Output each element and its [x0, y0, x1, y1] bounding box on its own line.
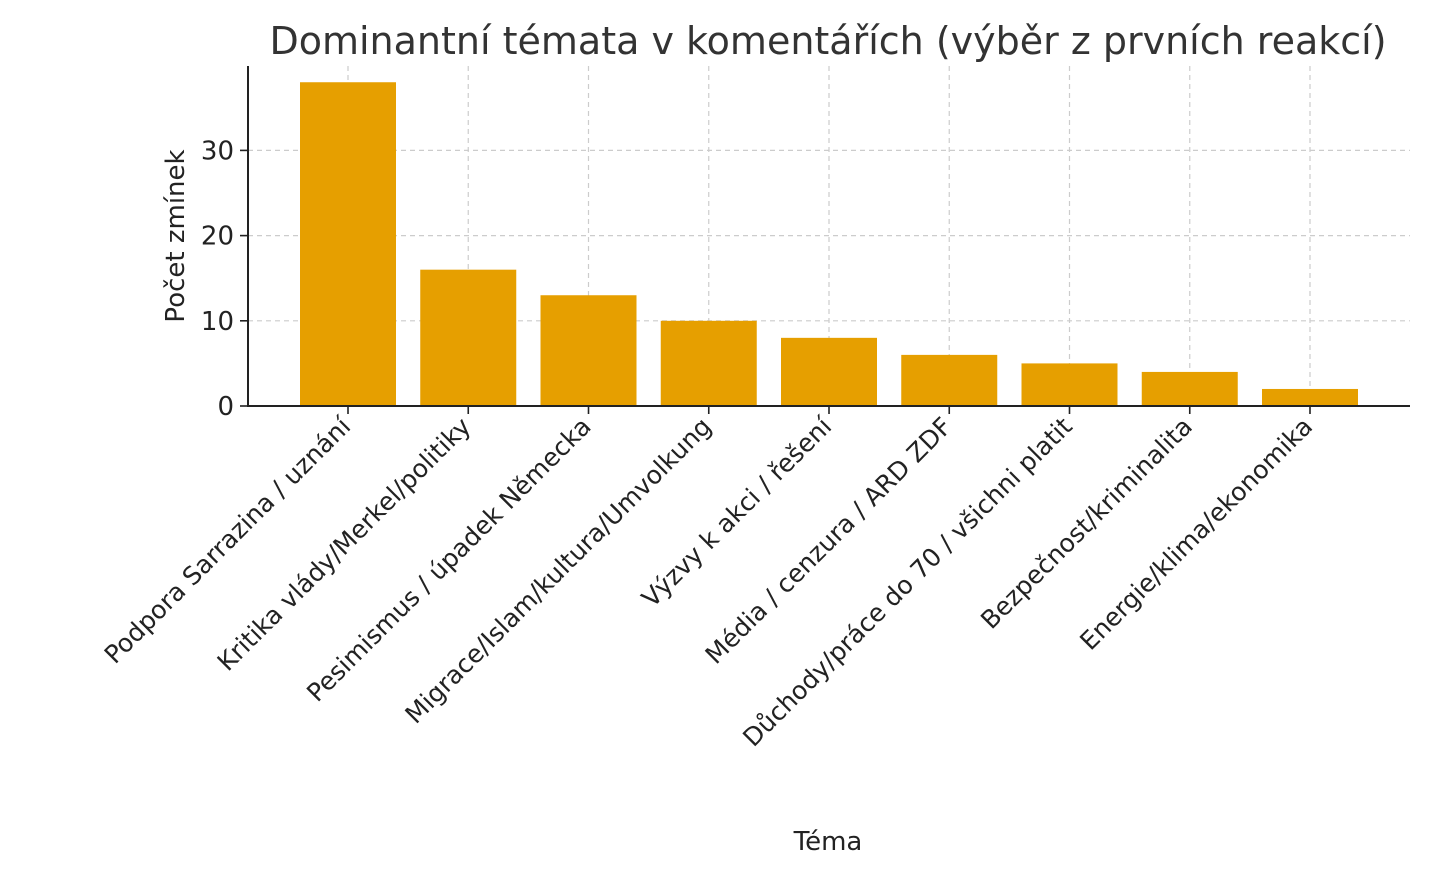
x-tick-label: Kritika vlády/Merkel/politiky — [212, 412, 477, 677]
y-tick-label: 20 — [201, 222, 234, 252]
bar — [660, 320, 757, 406]
x-tick-label: Podpora Sarrazina / uznání — [99, 411, 357, 669]
x-tick-label: Bezpečnost/kriminalita — [975, 412, 1198, 635]
chart-title: Dominantní témata v komentářích (výběr z… — [269, 19, 1386, 63]
x-tick-label: Energie/klima/ekonomika — [1074, 412, 1318, 656]
x-axis-label: Téma — [793, 827, 863, 857]
y-axis-label: Počet zmínek — [161, 149, 191, 322]
bar — [781, 337, 877, 406]
x-tick-label: Média / cenzura / ARD ZDF — [700, 412, 958, 670]
bar — [1021, 363, 1118, 406]
bar — [1141, 371, 1238, 406]
y-ticks: 0 10 20 30 — [201, 136, 248, 422]
y-tick-label: 10 — [201, 307, 234, 337]
bar — [1262, 388, 1358, 406]
bar — [540, 295, 637, 406]
bar — [901, 354, 998, 406]
y-tick-label: 30 — [201, 136, 234, 166]
bars — [300, 82, 1358, 407]
bar — [300, 82, 396, 407]
bar — [420, 269, 517, 406]
y-tick-label: 0 — [217, 392, 234, 422]
